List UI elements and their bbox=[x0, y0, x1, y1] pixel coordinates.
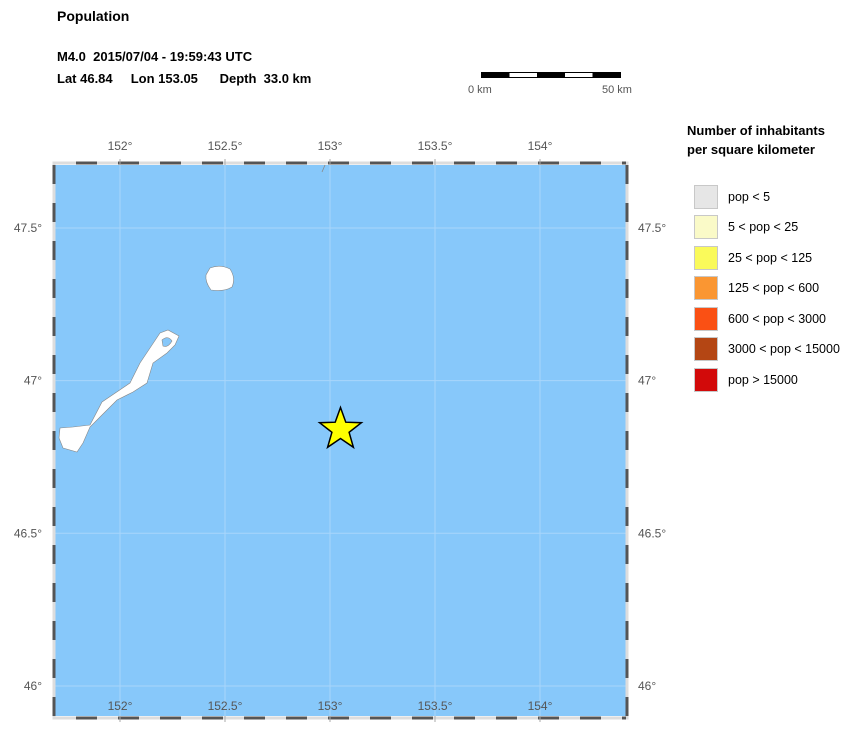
legend-item: 25 < pop < 125 bbox=[694, 245, 812, 270]
lon-tick-label: 153.5° bbox=[418, 139, 453, 153]
lon-tick-label: 153° bbox=[318, 139, 343, 153]
lat-tick-label: 46.5° bbox=[14, 526, 42, 540]
legend-title-line1: Number of inhabitants bbox=[687, 123, 825, 138]
legend-label: 125 < pop < 600 bbox=[728, 281, 820, 295]
legend-swatch bbox=[694, 367, 718, 392]
lon-tick-label: 152.5° bbox=[208, 699, 243, 713]
lon-tick-label: 153.5° bbox=[418, 699, 453, 713]
legend-item: 5 < pop < 25 bbox=[694, 215, 798, 240]
legend-title-line2: per square kilometer bbox=[687, 142, 815, 157]
graticule bbox=[55, 165, 626, 716]
legend-swatch bbox=[694, 215, 718, 239]
lon-tick-label: 152° bbox=[108, 139, 133, 153]
lon-tick-label: 153° bbox=[318, 699, 343, 713]
legend-label: pop > 15000 bbox=[728, 372, 798, 387]
scale-start-label: 0 km bbox=[468, 84, 492, 96]
lat-tick-label: 47° bbox=[638, 374, 656, 388]
lon-tick-label: 152° bbox=[108, 699, 133, 713]
lon-tick-label: 154° bbox=[528, 699, 553, 713]
legend-item: pop < 5 bbox=[694, 184, 770, 209]
legend-label: 25 < pop < 125 bbox=[728, 250, 813, 265]
legend-item: 600 < pop < 3000 bbox=[694, 306, 826, 331]
scale-end-label: 50 km bbox=[602, 84, 632, 96]
island-large bbox=[58, 329, 180, 453]
event-info: M4.0 2015/07/04 - 19:59:43 UTC bbox=[57, 49, 253, 64]
coast-fragment bbox=[321, 164, 326, 173]
lon-tick-label: 154° bbox=[528, 139, 553, 153]
lat-tick-label: 47° bbox=[24, 374, 42, 388]
legend-label: pop < 5 bbox=[728, 189, 771, 204]
lat-tick-label: 47.5° bbox=[14, 221, 42, 235]
legend-swatch bbox=[694, 245, 718, 270]
lat-tick-label: 47.5° bbox=[638, 221, 666, 235]
island-small bbox=[205, 265, 234, 291]
map-title: Population bbox=[57, 8, 130, 24]
legend-swatch bbox=[694, 306, 718, 331]
legend-label: 5 < pop < 25 bbox=[728, 220, 799, 234]
ocean bbox=[55, 165, 626, 716]
scale-bar bbox=[481, 72, 621, 78]
map-frame bbox=[52, 161, 629, 720]
legend-swatch bbox=[694, 276, 718, 300]
star-icon bbox=[317, 405, 364, 450]
legend-swatch bbox=[694, 337, 718, 361]
legend-swatch bbox=[694, 184, 718, 209]
legend-label: 600 < pop < 3000 bbox=[728, 311, 827, 326]
legend-title: Number of inhabitants per square kilomet… bbox=[687, 121, 857, 159]
location-info: Lat 46.84 Lon 153.05 Depth 33.0 km bbox=[57, 71, 312, 86]
legend-label: 3000 < pop < 15000 bbox=[728, 342, 840, 356]
lon-tick-label: 152.5° bbox=[208, 139, 243, 153]
legend-item: 125 < pop < 600 bbox=[694, 276, 819, 301]
lat-tick-label: 46.5° bbox=[638, 526, 666, 540]
lat-tick-label: 46° bbox=[24, 679, 42, 693]
legend-item: pop > 15000 bbox=[694, 367, 798, 392]
lat-tick-label: 46° bbox=[638, 679, 656, 693]
legend-item: 3000 < pop < 15000 bbox=[694, 337, 840, 362]
